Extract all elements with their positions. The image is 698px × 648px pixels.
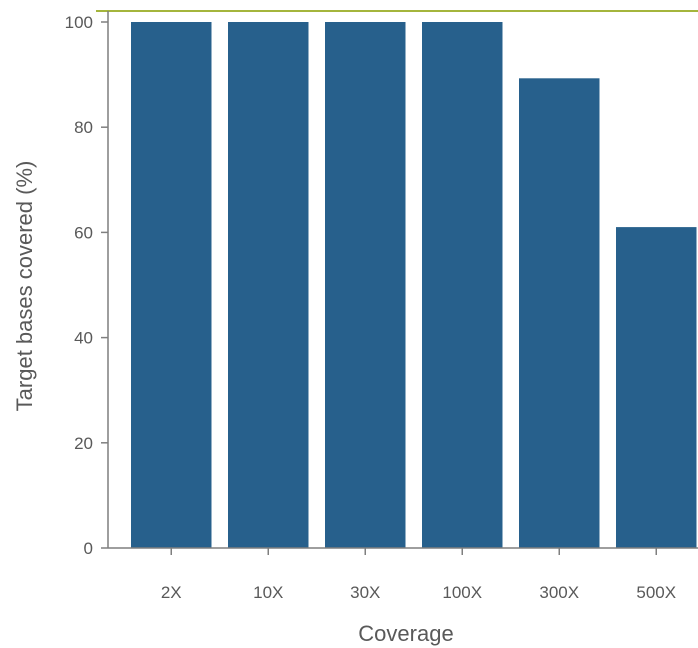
y-tick-label: 40 xyxy=(74,329,93,348)
x-axis-ticks: 2X 10X 30X 100X 300X 500X xyxy=(161,548,676,602)
bar-100x xyxy=(422,22,503,548)
x-tick-label: 300X xyxy=(539,583,579,602)
y-axis-title: Target bases covered (%) xyxy=(12,161,37,412)
y-tick-label: 20 xyxy=(74,434,93,453)
x-tick-label: 2X xyxy=(161,583,182,602)
x-tick-label: 30X xyxy=(350,583,380,602)
bar-300x xyxy=(519,78,600,548)
bar-group xyxy=(131,22,697,548)
y-tick-label: 100 xyxy=(65,13,93,32)
bar-500x xyxy=(616,227,697,548)
bar-30x xyxy=(325,22,406,548)
bar-2x xyxy=(131,22,212,548)
x-tick-label: 100X xyxy=(442,583,482,602)
x-tick-label: 10X xyxy=(253,583,283,602)
x-tick-label: 500X xyxy=(636,583,676,602)
y-tick-label: 80 xyxy=(74,118,93,137)
bar-10x xyxy=(228,22,309,548)
y-tick-label: 0 xyxy=(84,539,93,558)
y-axis-ticks: 0 20 40 60 80 100 xyxy=(65,13,108,558)
y-tick-label: 60 xyxy=(74,223,93,242)
x-axis-title: Coverage xyxy=(358,621,453,646)
